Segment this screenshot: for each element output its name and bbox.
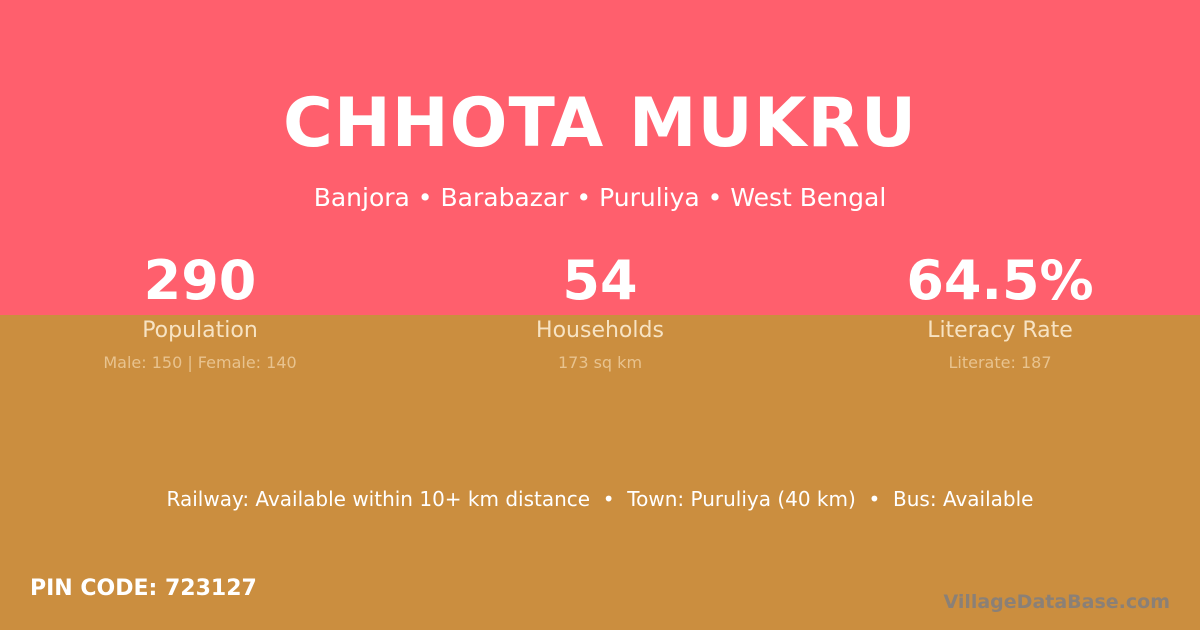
- stat-detail: 173 sq km: [557, 353, 643, 372]
- stat-detail: Male: 150 | Female: 140: [103, 353, 297, 372]
- transport-info: Railway: Available within 10+ km distanc…: [166, 487, 1034, 511]
- stat-label: Households: [536, 318, 664, 343]
- footer-band: [0, 315, 1200, 630]
- stat-detail: Literate: 187: [948, 353, 1052, 372]
- brand-logo: VillageDataBase.com: [943, 591, 1170, 613]
- village-name: CHHOTA MUKRU: [282, 84, 918, 163]
- stat-value: 290: [143, 249, 257, 312]
- stat-label: Population: [142, 318, 258, 343]
- stat-literacy: 64.5% Literacy Rate Literate: 187: [800, 249, 1200, 373]
- location-breadcrumb: Banjora • Barabazar • Puruliya • West Be…: [313, 183, 887, 212]
- stat-label: Literacy Rate: [927, 318, 1073, 343]
- stat-population: 290 Population Male: 150 | Female: 140: [0, 249, 400, 373]
- stat-value: 64.5%: [906, 249, 1094, 312]
- header-band: [0, 0, 1200, 315]
- pin-code: PIN CODE: 723127: [30, 576, 257, 601]
- stat-households: 54 Households 173 sq km: [400, 249, 800, 373]
- stat-value: 54: [562, 249, 638, 312]
